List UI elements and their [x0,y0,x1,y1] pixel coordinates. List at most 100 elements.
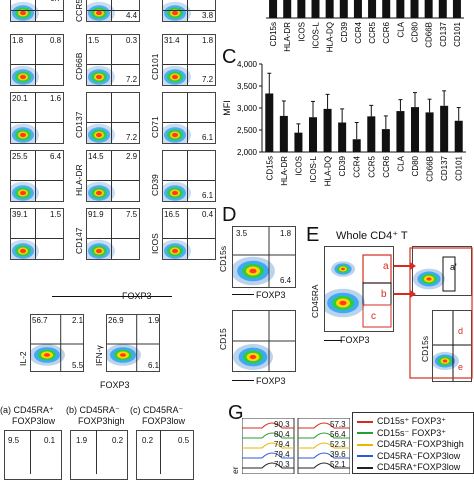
density-plot [163,239,191,259]
mfi-bar-CD39 [338,122,347,152]
quadrant-value-tl: 25.5 [12,152,28,161]
density-plot [87,65,115,85]
panel-g-left-value: 70.3 [274,460,290,469]
top-chart-category-label: CD101 [453,21,462,46]
gate-vertical [187,209,189,259]
density-contour [20,190,26,196]
facs-plot-r2-c3 [162,34,216,86]
panel-d-top-xarrow [232,294,254,295]
cytokine-quadrant-br: 5.5 [72,361,84,370]
gate-vertical [35,151,37,201]
panel-g-right-value: 52.1 [330,460,346,469]
legend-label: CD45RA⁺FOXP3low [377,462,461,472]
gate-vertical [111,209,113,259]
quadrant-value-tr: 0.4 [202,210,214,219]
subset-b-n2: 0.2 [112,436,124,445]
subset-a-line1: (a) CD45RA⁺ [0,405,54,415]
density-contour [172,10,178,16]
density-contour [426,277,432,281]
top-chart-category-label: CD39 [340,21,349,42]
density-plot [11,65,39,85]
mfi-bar-ICOS-L [308,117,318,152]
gate-horizontal [87,9,139,11]
gate-horizontal [87,63,139,65]
x-tick-label: CCR5 [367,155,376,177]
mfi-bar-CCR5 [367,116,376,152]
panel-letter-d: D [222,204,237,226]
subset-a-gate-v [30,430,31,474]
gate-horizontal [87,179,139,181]
gate-vertical [35,93,37,143]
panel-g-right-value: 39.6 [330,450,346,459]
quadrant-value-tr: 0.3 [126,36,138,45]
gate-horizontal [11,121,63,123]
cytokine-ylabel: IFN-γ [94,345,104,366]
top-bar [269,0,278,18]
gate-horizontal [163,63,215,65]
gate-label-a: a [383,261,389,272]
x-tick-label: HLA-DQ [324,156,333,186]
panel-g-legend: CD15s⁺ FOXP3⁺ CD15s⁻ FOXP3⁺ CD45RA⁻FOXP3hi… [352,412,474,474]
density-contour [249,268,257,274]
top-bar [353,0,362,18]
cytokine-xaxis-label: FOXP3 [100,380,130,390]
subset-c-line1: (c) CD45RA⁻ [130,405,184,415]
quadrant-value-tl: 14.5 [88,152,104,161]
density-plot [163,181,191,201]
y-tick-label: 4,000 [237,60,258,69]
panel-d-bottom-plot [232,310,296,372]
x-tick-label: CD39 [338,155,347,176]
y-tick-label: 3,500 [237,82,258,91]
gate-c [362,304,392,328]
facs-plot-r2-c1 [10,34,64,86]
density-contour [172,74,178,80]
mfi-bar-CD66B [425,112,434,152]
histogram-trace [242,432,294,439]
subset-b-plot [70,430,128,480]
legend-entry: CD15s⁻ FOXP3⁺ [357,428,446,439]
subset-a-n1: 9.5 [8,436,20,445]
density-contour [120,353,126,357]
gate-vertical [187,151,189,201]
x-tick-label: CD15s [265,156,274,180]
quadrant-value-br: 7.2 [126,75,138,84]
hist-frame [242,418,295,474]
grid-xaxis-label: FOXP3 [122,291,152,301]
subset-b-n1: 1.9 [76,436,88,445]
legend-entry: CD15s⁺ FOXP3⁺ [357,416,446,427]
y-tick-label: 2,500 [237,126,258,135]
density-plot [11,181,39,201]
density-contour [172,248,178,254]
quadrant-value-tr: 2.9 [126,152,138,161]
panel-letter-e: E [306,224,320,246]
top-bar [382,0,391,18]
cytokine-quadrant-tl: 56.7 [32,316,48,325]
density-contour [249,354,257,360]
top-chart-category-label: CCR4 [354,21,363,43]
top-bar [424,0,433,18]
gate-vertical [187,0,189,21]
top-bar [452,0,461,18]
facs-ylabel: HLA-DR [74,164,84,196]
panel-g-left-value: 79.4 [274,440,290,449]
panel-d-top-ylabel: CD15s [218,246,228,272]
panel-e-right-top-plot [412,246,472,296]
density-plot [11,123,39,143]
facs-plot-r5-c3 [162,208,216,260]
gate-vertical [35,35,37,85]
quadrant-value-tl: 39.1 [12,210,28,219]
density-contour [442,359,448,363]
quadrant-value-br: 6.1 [202,191,214,200]
quadrant-value-tr: 1.6 [50,94,62,103]
density-plot [11,239,39,259]
panel-g-histograms [242,418,350,474]
gate-horizontal [87,121,139,123]
gate-vertical [111,93,113,143]
density-plot [163,65,191,85]
density-contour [96,10,102,16]
legend-entry: CD45RA⁺FOXP3low [357,462,460,473]
facs-ylabel: CD101 [150,53,160,80]
quadrant-value-br: 4.4 [126,11,138,20]
cytokine-quadrant-tr: 1.9 [148,316,160,325]
panel-e-right-gate-label: a' [450,262,457,272]
